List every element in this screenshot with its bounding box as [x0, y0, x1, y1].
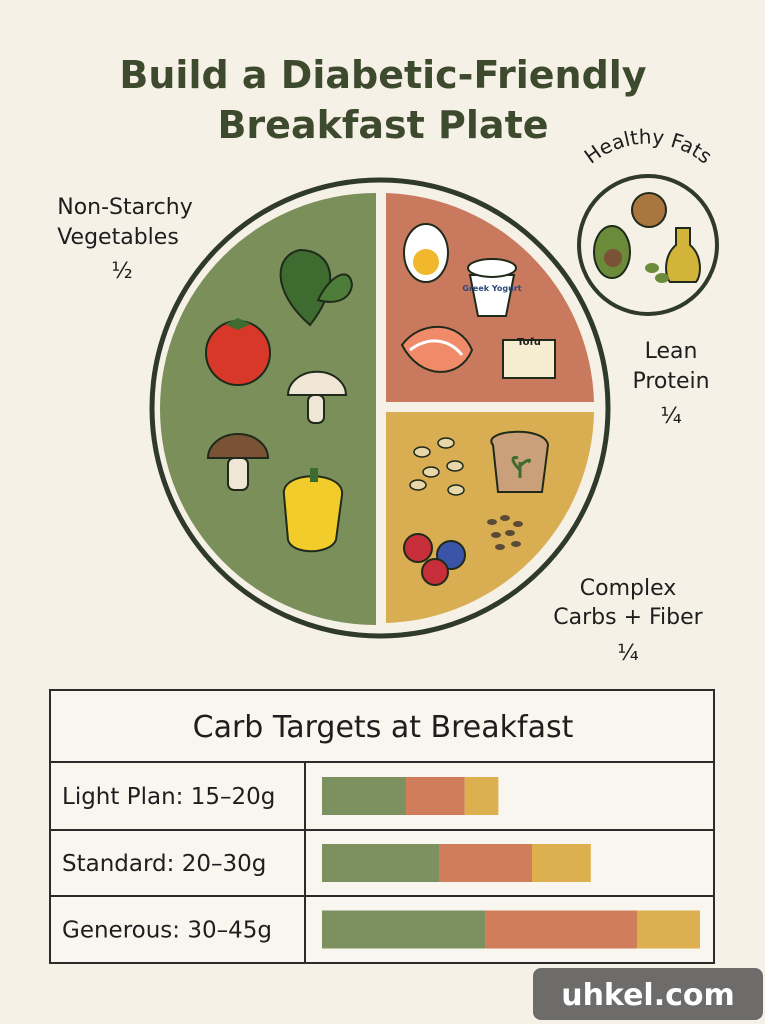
- plate: Greek Yogurt Tofu: [149, 177, 611, 639]
- oats-icon: [409, 437, 465, 496]
- toast-leaf: [511, 456, 532, 478]
- pepper-stem: [310, 468, 318, 482]
- section-label: Complex: [580, 576, 677, 601]
- bar-segment: [322, 777, 406, 815]
- bar-segment: [322, 844, 440, 882]
- bar-segment: [532, 844, 591, 882]
- toast-icon: [490, 430, 550, 493]
- bar-segment: [322, 910, 486, 949]
- title-line: Breakfast Plate: [217, 103, 548, 147]
- salmon-stripe: [409, 339, 464, 356]
- egg-yolk: [413, 249, 439, 275]
- walnut-icon: [631, 192, 667, 228]
- oil-icon: [665, 227, 701, 283]
- bar-segment: [439, 844, 532, 882]
- mushroom-icon: [206, 433, 270, 459]
- yogurt-icon: [468, 274, 516, 317]
- title-line: Build a Diabetic-Friendly: [119, 53, 646, 97]
- section-fraction: ¼: [617, 641, 638, 666]
- watermark-box: [533, 968, 763, 1020]
- yogurt-lid: [467, 258, 517, 278]
- mushroom-stem: [227, 457, 249, 491]
- yogurt-label: Greek Yogurt: [462, 284, 521, 293]
- seeds-icon: [487, 515, 523, 550]
- tomato-leaf: [225, 318, 251, 330]
- bar-segment: [637, 910, 700, 949]
- berry-icon: [421, 558, 449, 586]
- bar-segment: [485, 910, 637, 949]
- carb-table: Carb Targets at Breakfast Light Plan: 15…: [49, 689, 715, 964]
- tofu-icon: [502, 339, 556, 379]
- table-title: Carb Targets at Breakfast: [193, 710, 574, 745]
- bar-segment: [464, 777, 499, 815]
- bar-segment: [406, 777, 465, 815]
- mushroom-icon: [286, 370, 348, 396]
- section-fraction: ¼: [660, 404, 681, 429]
- section-label: Protein: [632, 369, 709, 394]
- tomato-icon: [205, 320, 271, 386]
- section-label: Non-Starchy: [57, 195, 193, 220]
- salmon-icon: [400, 325, 474, 373]
- watermark: uhkel.com: [561, 978, 735, 1013]
- spinach-icon: [316, 273, 354, 303]
- mushroom-stem: [307, 394, 325, 424]
- section-label: Lean: [645, 339, 698, 364]
- olive-icon: [645, 263, 659, 273]
- olive-icon: [655, 273, 669, 283]
- row-label: Light Plan: 15–20g: [62, 784, 275, 810]
- tofu-label: Tofu: [517, 337, 541, 348]
- section-fraction: ½: [111, 259, 132, 284]
- pepper-icon: [282, 475, 344, 553]
- section-label: Carbs + Fiber: [553, 605, 703, 630]
- row-label: Generous: 30–45g: [62, 918, 272, 944]
- berry-icon: [403, 533, 433, 563]
- avocado-pit: [604, 249, 622, 267]
- section-label: Vegetables: [57, 225, 179, 250]
- row-label: Standard: 20–30g: [62, 851, 266, 877]
